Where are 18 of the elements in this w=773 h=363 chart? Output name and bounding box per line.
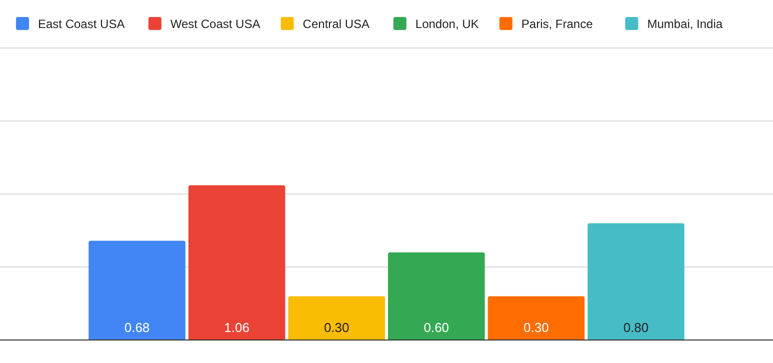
data-label: 0.80	[623, 320, 649, 335]
bar	[288, 296, 386, 340]
bar	[488, 296, 585, 340]
data-label: 0.60	[424, 320, 450, 335]
legend-label: London, UK	[415, 17, 479, 31]
bar	[588, 223, 684, 340]
data-label: 0.30	[324, 320, 350, 335]
legend-label: Central USA	[302, 17, 370, 31]
bar	[388, 252, 485, 340]
legend-label: East Coast USA	[38, 17, 125, 31]
bar	[188, 185, 286, 340]
legend-label: Mumbai, India	[647, 17, 723, 31]
data-label: 1.06	[224, 320, 250, 335]
data-label: 0.68	[124, 320, 150, 335]
legend-label: Paris, France	[521, 17, 594, 31]
data-label: 0.30	[524, 320, 549, 335]
bar	[88, 240, 186, 340]
legend-label: West Coast USA	[170, 17, 260, 31]
